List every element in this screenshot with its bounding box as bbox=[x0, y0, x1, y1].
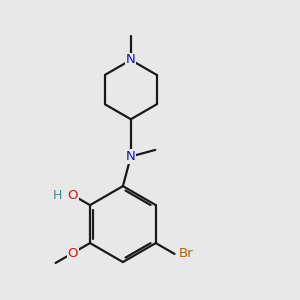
Text: O: O bbox=[68, 247, 78, 260]
Text: H: H bbox=[53, 189, 62, 202]
Text: N: N bbox=[126, 150, 136, 163]
Text: Br: Br bbox=[179, 248, 194, 260]
Text: N: N bbox=[126, 53, 136, 67]
Text: O: O bbox=[68, 189, 78, 202]
